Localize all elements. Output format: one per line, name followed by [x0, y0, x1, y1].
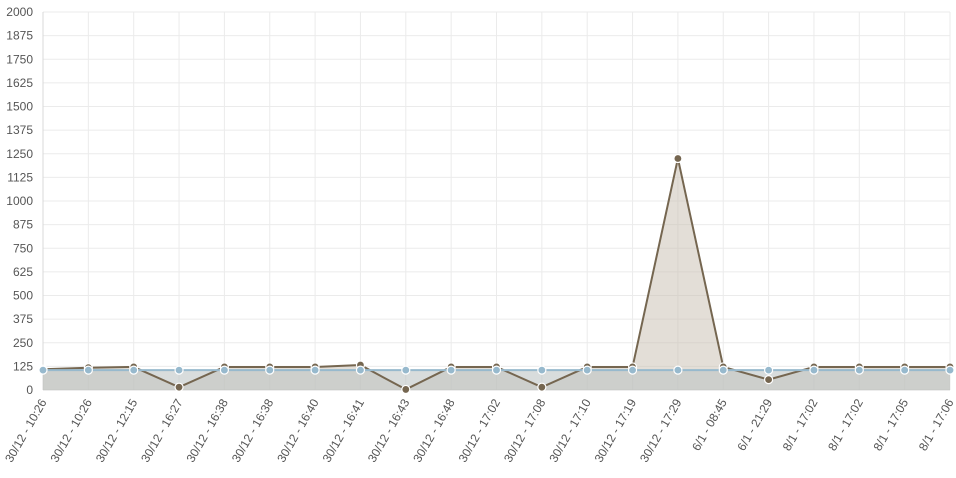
- data-point-series-2[interactable]: [83, 365, 93, 375]
- y-tick-label: 625: [13, 265, 33, 279]
- series-area-2: [43, 370, 950, 390]
- x-tick-label: 30/12 - 10:26: [2, 396, 50, 465]
- x-tick-label: 30/12 - 17:29: [637, 396, 685, 465]
- x-tick-label: 30/12 - 16:27: [138, 396, 186, 465]
- data-point-series-1[interactable]: [174, 382, 184, 392]
- y-tick-label: 1750: [6, 52, 33, 66]
- data-point-series-2[interactable]: [718, 365, 728, 375]
- data-point-series-2[interactable]: [627, 365, 638, 375]
- data-point-series-1[interactable]: [763, 375, 774, 385]
- data-point-series-2[interactable]: [900, 365, 910, 375]
- data-point-series-2[interactable]: [945, 365, 955, 375]
- y-tick-label: 1375: [6, 123, 33, 137]
- y-tick-label: 1250: [6, 147, 33, 161]
- data-point-series-2[interactable]: [446, 365, 456, 375]
- x-tick-label: 30/12 - 17:19: [592, 396, 640, 465]
- y-tick-label: 1875: [6, 29, 33, 43]
- data-point-series-2[interactable]: [310, 365, 320, 375]
- x-tick-label: 8/1 - 17:05: [870, 396, 911, 453]
- y-tick-label: 250: [13, 336, 33, 350]
- data-point-series-2[interactable]: [491, 365, 502, 375]
- data-point-series-2[interactable]: [582, 365, 592, 375]
- x-tick-label: 30/12 - 12:15: [93, 396, 141, 465]
- y-tick-label: 875: [13, 218, 33, 232]
- y-tick-label: 0: [26, 383, 33, 397]
- data-point-series-1[interactable]: [401, 384, 411, 395]
- x-tick-label: 8/1 - 17:06: [916, 396, 956, 453]
- x-tick-label: 6/1 - 08:45: [689, 396, 730, 453]
- series-areas: [43, 158, 950, 390]
- x-tick-label: 30/12 - 16:38: [229, 396, 277, 465]
- y-tick-label: 1500: [6, 100, 33, 114]
- data-point-series-1[interactable]: [537, 382, 547, 392]
- data-point-series-1[interactable]: [673, 153, 683, 164]
- data-point-series-2[interactable]: [174, 365, 184, 375]
- x-tick-label: 30/12 - 16:43: [365, 396, 413, 465]
- y-axis-ticks: 0 125 250 375 500 625 750 875 1000 1125 1250 1375 15…: [6, 5, 33, 397]
- data-point-series-2[interactable]: [809, 365, 819, 375]
- x-tick-label: 30/12 - 16:40: [274, 396, 322, 465]
- data-point-series-2[interactable]: [355, 365, 366, 375]
- y-tick-label: 2000: [6, 5, 33, 19]
- x-tick-label: 30/12 - 16:48: [410, 396, 458, 465]
- data-point-series-2[interactable]: [38, 365, 48, 375]
- grid: [42, 11, 951, 391]
- x-tick-label: 30/12 - 16:38: [184, 396, 232, 465]
- y-tick-label: 1000: [6, 194, 33, 208]
- data-point-series-2[interactable]: [673, 365, 683, 375]
- data-points[interactable]: [38, 153, 955, 395]
- data-point-series-2[interactable]: [219, 365, 229, 375]
- x-tick-label: 8/1 - 17:02: [825, 396, 866, 453]
- y-tick-label: 125: [13, 359, 33, 373]
- y-tick-label: 1125: [7, 170, 33, 184]
- data-point-series-2[interactable]: [537, 365, 547, 375]
- x-tick-label: 30/12 - 17:02: [456, 396, 504, 465]
- x-tick-label: 30/12 - 17:10: [546, 396, 594, 465]
- x-tick-label: 30/12 - 16:41: [320, 396, 368, 465]
- y-tick-label: 500: [13, 289, 33, 303]
- data-point-series-2[interactable]: [763, 365, 774, 375]
- y-tick-label: 375: [13, 312, 33, 326]
- y-tick-label: 750: [13, 241, 33, 255]
- x-tick-label: 6/1 - 21:29: [734, 396, 775, 453]
- x-tick-label: 30/12 - 17:08: [501, 396, 549, 465]
- data-point-series-2[interactable]: [401, 365, 411, 375]
- data-point-series-2[interactable]: [854, 365, 864, 375]
- x-tick-label: 8/1 - 17:02: [780, 396, 821, 453]
- data-point-series-2[interactable]: [265, 365, 275, 375]
- data-point-series-2[interactable]: [129, 365, 139, 375]
- x-tick-label: 30/12 - 10:26: [47, 396, 95, 465]
- y-tick-label: 1625: [6, 76, 33, 90]
